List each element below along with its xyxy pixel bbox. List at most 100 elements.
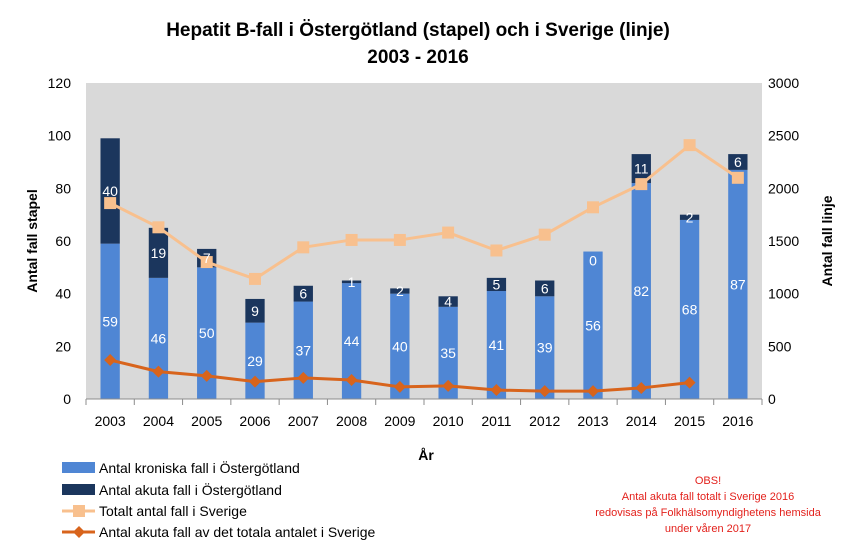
marker-acute-2011 [490,384,503,397]
marker-total-2011 [490,244,503,257]
y-right-tick-label: 3000 [768,75,799,91]
marker-total-2005 [200,256,213,269]
legend-marker-2 [73,505,85,517]
marker-total-2013 [587,201,599,214]
marker-acute-2007 [297,371,310,384]
data-label-chronic-2012: 39 [537,340,553,356]
marker-total-2014 [635,178,648,191]
data-label-acute-2010: 4 [444,294,452,310]
bar-acute-2008 [341,280,362,284]
x-tick-label: 2012 [529,413,560,429]
data-label-acute-2015: 2 [686,209,694,225]
data-labels-layer: 5940461950729937644140235441539656082116… [102,154,746,369]
data-label-chronic-2011: 41 [489,337,505,353]
data-label-chronic-2004: 46 [151,330,167,346]
legend-marker-3 [73,526,85,538]
plot-area [86,83,762,399]
marker-total-2008 [345,233,358,246]
bar-chronic-2016 [728,169,748,399]
marker-acute-2003 [104,354,117,367]
y-axis-left-title: Antal fall stapel [24,189,40,292]
data-label-chronic-2007: 37 [295,342,311,358]
y-right-tick-label: 500 [768,338,792,354]
lines-layer [104,139,744,398]
chart-title: Hepatit B-fall i Östergötland (stapel) o… [166,20,670,68]
bar-acute-2014 [631,154,651,184]
data-label-acute-2009: 2 [396,283,404,299]
marker-acute-2010 [442,379,455,392]
x-tick-label: 2011 [481,413,511,429]
marker-total-2016 [731,171,744,184]
note-line: Antal akuta fall totalt i Sverige 2016 [622,491,794,503]
bar-acute-2007 [293,285,313,302]
bar-chronic-2009 [390,293,410,399]
y-right-tick-label: 2500 [768,128,799,144]
note-obs: OBS! Antal akuta fall totalt i Sverige 20… [595,475,822,535]
marker-acute-2006 [249,375,261,388]
marker-total-2007 [297,241,310,254]
bar-acute-2006 [245,298,265,323]
data-label-chronic-2005: 50 [199,325,215,341]
bar-acute-2003 [100,138,120,244]
data-label-acute-2003: 40 [102,183,118,199]
marker-total-2012 [538,228,551,241]
bar-chronic-2013 [583,251,603,399]
x-tick-label: 2004 [143,413,174,429]
subtitle: 2003 - 2016 [367,47,468,68]
data-label-acute-2013: 0 [589,253,597,269]
data-label-chronic-2008: 44 [344,333,360,349]
data-label-acute-2012: 6 [541,280,549,296]
x-tick-label: 2010 [433,413,464,429]
x-tick-label: 2006 [239,413,270,429]
bar-chronic-2014 [631,183,651,399]
data-label-chronic-2016: 87 [730,276,746,292]
bar-chronic-2004 [148,277,169,399]
y-axis-left-ticks: 0 20 40 60 80 100 120 [48,75,72,407]
x-tick-label: 2008 [336,413,367,429]
marker-acute-2015 [683,376,696,389]
y-left-tick-label: 20 [55,338,71,354]
bar-acute-2016 [728,154,748,170]
title: Hepatit B-fall i Östergötland (stapel) o… [166,20,670,41]
bar-chronic-2015 [679,219,700,399]
bar-acute-2009 [390,288,410,294]
y-axis-right-ticks: 0 500 1000 1500 2000 2500 3000 [768,75,799,407]
note-line: under våren 2017 [665,523,751,535]
bar-acute-2010 [438,296,458,307]
legend: Antal kroniska fall i Östergötland Antal … [62,459,375,540]
y-axis-right-title: Antal fall linje [819,195,835,286]
marker-acute-2012 [538,385,551,398]
x-tick-label: 2005 [191,413,222,429]
bar-acute-2011 [486,277,507,292]
data-label-acute-2007: 6 [299,286,307,302]
legend-label-3: Antal akuta fall av det totala antalet i… [99,524,375,540]
marker-acute-2008 [345,374,358,387]
marker-total-2015 [683,139,696,152]
marker-total-2006 [249,272,261,285]
x-axis-ticks: 2003 2004 2005 2006 2007 2008 2009 2010 2011 2012… [85,399,763,429]
marker-acute-2013 [587,385,599,398]
marker-acute-2005 [200,369,213,382]
marker-total-2003 [104,197,117,210]
bar-chronic-2007 [293,301,313,399]
x-tick-label: 2003 [95,413,126,429]
y-left-tick-label: 100 [48,128,72,144]
bar-chronic-2011 [486,291,507,399]
data-label-chronic-2003: 59 [102,313,118,329]
x-tick-label: 2015 [674,413,705,429]
legend-label-2: Totalt antal fall i Sverige [99,503,247,519]
marker-total-2004 [152,221,165,234]
data-label-chronic-2014: 82 [633,283,649,299]
y-left-tick-label: 60 [55,233,71,249]
y-left-tick-label: 120 [48,75,72,91]
x-tick-label: 2009 [384,413,415,429]
data-label-chronic-2010: 35 [440,345,456,361]
y-left-tick-label: 80 [55,180,71,196]
legend-swatch-1 [62,484,95,495]
data-label-acute-2004: 19 [151,245,167,261]
data-label-acute-2006: 9 [251,303,259,319]
data-label-chronic-2013: 56 [585,317,601,333]
data-label-chronic-2015: 68 [682,301,698,317]
x-tick-label: 2016 [722,413,753,429]
